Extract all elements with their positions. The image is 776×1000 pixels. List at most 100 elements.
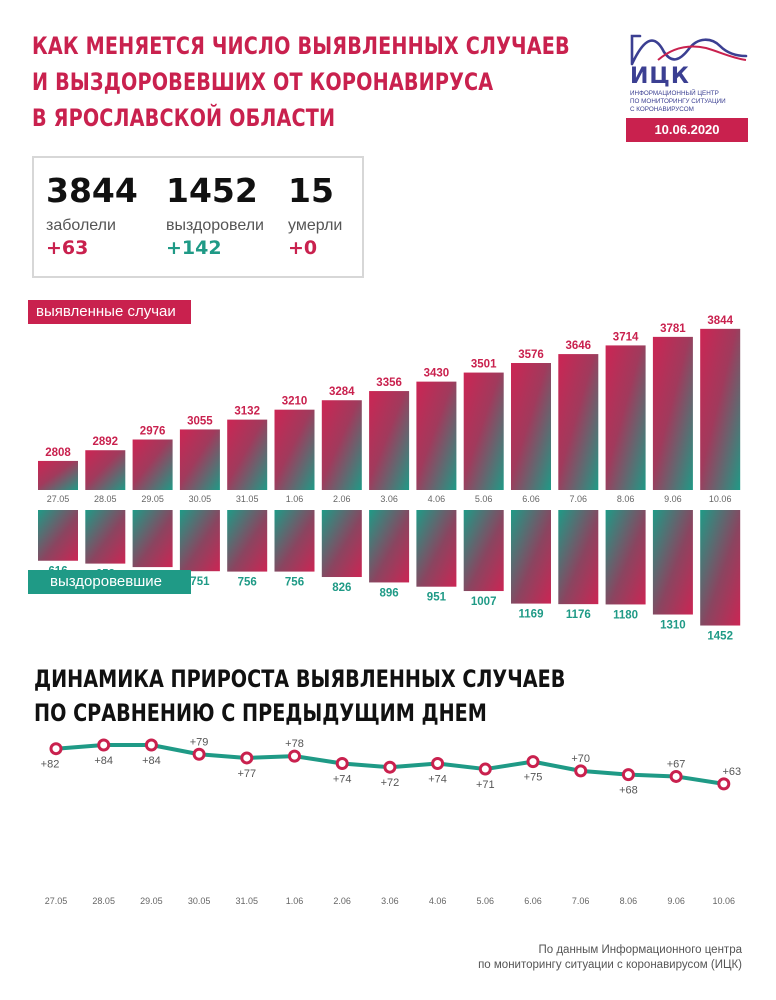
footer-line: По данным Информационного центра bbox=[538, 944, 742, 956]
growth-date-label: 2.06 bbox=[333, 896, 351, 906]
stat-recovered: 1452 выздоровели +142 bbox=[166, 172, 264, 260]
recovered-bar bbox=[463, 510, 504, 592]
ick-logo: ИЦК ИНФОРМАЦИОННЫЙ ЦЕНТР ПО МОНИТОРИНГУ … bbox=[628, 30, 748, 145]
cases-date-label: 30.05 bbox=[189, 494, 212, 504]
cases-bar bbox=[227, 419, 268, 490]
recovered-value-label: 951 bbox=[427, 592, 447, 604]
growth-point bbox=[144, 738, 158, 752]
cases-bar bbox=[179, 429, 220, 490]
growth-value-label: +75 bbox=[524, 772, 543, 784]
recovered-bar bbox=[558, 510, 599, 605]
date-badge: 10.06.2020 bbox=[626, 118, 748, 142]
cases-value-label: 3430 bbox=[424, 368, 450, 380]
recovered-bar bbox=[511, 510, 551, 604]
recovered-bar bbox=[38, 510, 78, 561]
growth-point bbox=[478, 762, 492, 776]
cases-value-label: 2892 bbox=[93, 436, 119, 448]
logo-subtitle-line: С КОРОНАВИРУСОМ bbox=[630, 106, 694, 113]
recovered-value-label: 756 bbox=[285, 577, 304, 589]
cases-delta: +63 bbox=[46, 237, 89, 259]
growth-date-label: 9.06 bbox=[667, 896, 685, 906]
cases-date-label: 8.06 bbox=[617, 494, 635, 504]
main-title-line: В ЯРОСЛАВСКОЙ ОБЛАСТИ bbox=[32, 104, 336, 132]
growth-point bbox=[97, 738, 111, 752]
cases-series-label: выявленные случаи bbox=[28, 300, 191, 324]
recovered-value-label: 1452 bbox=[707, 631, 733, 643]
recovered-value-label: 896 bbox=[380, 587, 399, 599]
growth-point bbox=[240, 751, 254, 765]
cases-date-label: 7.06 bbox=[570, 494, 588, 504]
growth-value-label: +84 bbox=[94, 755, 113, 767]
recovered-value-label: 826 bbox=[332, 582, 351, 594]
recovered-bar bbox=[605, 510, 646, 605]
growth-chart-title-line: ДИНАМИКА ПРИРОСТА ВЫЯВЛЕННЫХ СЛУЧАЕВ bbox=[34, 665, 566, 693]
cases-date-label: 4.06 bbox=[428, 494, 446, 504]
recovered-bar bbox=[227, 510, 268, 572]
growth-date-label: 1.06 bbox=[286, 896, 304, 906]
growth-point bbox=[431, 757, 445, 770]
cases-bar bbox=[321, 400, 362, 490]
cases-value-label: 3714 bbox=[613, 331, 639, 343]
cases-bar bbox=[700, 328, 741, 490]
cases-date-label: 6.06 bbox=[522, 494, 540, 504]
cases-label: заболели bbox=[46, 217, 116, 234]
recovered-bar bbox=[416, 510, 457, 587]
growth-date-label: 29.05 bbox=[140, 896, 163, 906]
cases-value-label: 3844 bbox=[707, 315, 733, 327]
cases-date-label: 5.06 bbox=[475, 494, 493, 504]
growth-value-label: +82 bbox=[41, 759, 60, 771]
cases-date-label: 9.06 bbox=[664, 494, 682, 504]
growth-point bbox=[621, 768, 635, 782]
cases-value-label: 3356 bbox=[376, 377, 402, 389]
recovered-value-label: 751 bbox=[190, 576, 210, 588]
growth-value-label: +71 bbox=[476, 779, 495, 791]
deaths-value: 15 bbox=[288, 171, 334, 210]
growth-date-label: 30.05 bbox=[188, 896, 211, 906]
recovered-value-label: 1180 bbox=[613, 609, 638, 621]
recovered-bar bbox=[369, 510, 410, 583]
growth-value-label: +67 bbox=[667, 758, 686, 770]
cases-bar bbox=[132, 439, 173, 490]
cases-value-label: 3055 bbox=[187, 415, 213, 427]
recovered-delta: +142 bbox=[166, 237, 222, 259]
cases-bar bbox=[511, 363, 551, 490]
growth-value-label: +70 bbox=[571, 753, 590, 765]
cases-value-label: 3284 bbox=[329, 386, 355, 398]
growth-value-label: +72 bbox=[381, 777, 400, 789]
cases-value-label: 2976 bbox=[140, 426, 166, 438]
growth-date-label: 4.06 bbox=[429, 896, 447, 906]
growth-value-label: +77 bbox=[237, 768, 256, 780]
cases-bar bbox=[416, 381, 457, 490]
recovered-bars: 6166536987517567568268969511007116911761… bbox=[38, 510, 741, 643]
growth-value-label: +79 bbox=[190, 736, 209, 748]
growth-date-label: 10.06 bbox=[713, 896, 736, 906]
recovered-series-label: выздоровевшие bbox=[28, 570, 191, 594]
cases-date-label: 2.06 bbox=[333, 494, 351, 504]
recovered-bar bbox=[85, 510, 126, 564]
cases-date-label: 10.06 bbox=[709, 494, 732, 504]
deaths-label: умерли bbox=[288, 217, 343, 234]
recovered-bar bbox=[321, 510, 362, 578]
cases-bars: 2808 27.05 2892 28.05 2976 29.05 3055 30.05 3132… bbox=[38, 315, 741, 504]
cases-date-label: 1.06 bbox=[286, 494, 304, 504]
cases-bar bbox=[38, 460, 78, 490]
recovered-bar bbox=[700, 510, 741, 626]
source-footer: По данным Информационного центра по мони… bbox=[478, 943, 742, 973]
growth-date-label: 27.05 bbox=[45, 896, 68, 906]
cases-value-label: 3781 bbox=[660, 323, 686, 335]
cases-value-label: 2808 bbox=[45, 447, 71, 459]
cases-value-label: 3576 bbox=[518, 349, 544, 361]
growth-chart-title-line: ПО СРАВНЕНИЮ С ПРЕДЫДУЩИМ ДНЕМ bbox=[34, 699, 487, 727]
cases-bar bbox=[605, 345, 646, 490]
cases-bar bbox=[369, 391, 410, 490]
recovered-bar bbox=[179, 510, 220, 572]
recovered-value-label: 1007 bbox=[471, 596, 497, 608]
growth-date-label: 5.06 bbox=[477, 896, 495, 906]
logo-subtitle-line: ИНФОРМАЦИОННЫЙ ЦЕНТР bbox=[630, 90, 719, 97]
growth-date-label: 7.06 bbox=[572, 896, 590, 906]
logo-subtitle: ИНФОРМАЦИОННЫЙ ЦЕНТР ПО МОНИТОРИНГУ СИТУ… bbox=[630, 90, 748, 114]
cases-bar bbox=[274, 409, 315, 490]
growth-date-label: 8.06 bbox=[620, 896, 638, 906]
cases-bar bbox=[558, 354, 599, 490]
growth-point bbox=[669, 769, 683, 783]
